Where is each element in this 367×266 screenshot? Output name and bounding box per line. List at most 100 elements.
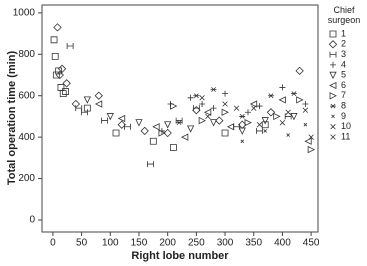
point: [170, 102, 178, 110]
x-tick-label: 50: [76, 238, 88, 249]
x-tick-label: 150: [131, 238, 148, 249]
legend-label: 3: [341, 49, 346, 59]
point: [285, 109, 291, 115]
y-axis-title: Total operation time (min): [6, 51, 18, 186]
point: [106, 113, 114, 121]
point: [215, 116, 224, 125]
x-tick-label: 350: [245, 238, 262, 249]
point: [180, 133, 189, 141]
legend-label: 8: [341, 100, 346, 110]
x-tick-label: 100: [102, 238, 119, 249]
legend-label: 10: [341, 121, 351, 131]
legend-marker: [328, 40, 338, 49]
point: [57, 64, 67, 73]
point: [164, 121, 172, 129]
y-tick-label: 800: [18, 49, 35, 60]
point: [53, 23, 62, 32]
y-tick-label: 1000: [13, 8, 36, 19]
point: [147, 161, 154, 168]
point: [50, 36, 58, 44]
point: [261, 121, 269, 129]
point: [192, 106, 201, 115]
point: [59, 90, 67, 98]
legend-marker: [330, 134, 336, 140]
point: [286, 133, 290, 137]
point: [198, 116, 206, 125]
point: [117, 114, 126, 123]
point: [117, 120, 126, 129]
point: [256, 103, 263, 110]
point: [221, 129, 229, 137]
legend-marker: [331, 114, 335, 119]
x-tick-label: 200: [159, 238, 176, 249]
legend-marker: [330, 61, 336, 68]
x-tick-label: 300: [217, 238, 234, 249]
point: [81, 109, 88, 116]
point: [51, 52, 59, 60]
x-axis-title: Right lobe number: [131, 250, 229, 262]
point: [238, 127, 246, 135]
point: [222, 101, 228, 107]
y-tick-label: 400: [18, 132, 35, 143]
point: [205, 113, 211, 120]
point: [210, 105, 217, 112]
point: [308, 134, 314, 140]
point: [303, 122, 308, 127]
x-tick-label: 0: [50, 238, 56, 249]
legend-label: 11: [341, 131, 350, 141]
y-tick-label: 600: [18, 90, 35, 101]
point: [302, 101, 309, 108]
x-tick-label: 400: [274, 238, 291, 249]
point: [186, 125, 195, 133]
legend-label: 5: [341, 70, 346, 80]
legend-label: 7: [341, 90, 346, 100]
legend-title: Chief surgeon: [327, 5, 361, 25]
y-tick-label: 0: [29, 215, 35, 226]
x-tick-label: 450: [303, 238, 320, 249]
point: [135, 119, 143, 127]
point: [163, 128, 172, 138]
point: [256, 127, 263, 134]
legend-marker: [329, 92, 337, 100]
legend-marker: [329, 71, 337, 80]
point: [158, 129, 166, 137]
point: [57, 84, 65, 91]
point: [75, 105, 83, 112]
point: [83, 104, 91, 112]
point: [176, 120, 183, 126]
point: [226, 123, 235, 131]
point: [199, 95, 205, 101]
point: [307, 145, 316, 154]
point: [140, 126, 149, 136]
point: [149, 137, 157, 145]
point: [290, 113, 298, 121]
point: [94, 91, 103, 100]
point: [256, 122, 263, 128]
point: [94, 100, 103, 108]
point: [222, 90, 229, 97]
legend-label: 2: [341, 39, 346, 49]
point: [83, 96, 91, 104]
point: [279, 119, 286, 126]
legend-marker: [329, 51, 337, 58]
point: [170, 144, 177, 151]
point: [261, 117, 269, 125]
point: [278, 96, 286, 104]
x-tick-label: 250: [188, 238, 205, 249]
point: [101, 117, 108, 124]
point: [240, 139, 245, 144]
point: [267, 93, 274, 99]
point: [210, 87, 217, 92]
point: [192, 105, 200, 112]
point: [199, 101, 206, 108]
point: [124, 123, 131, 130]
point: [244, 118, 252, 127]
point: [193, 93, 200, 99]
point: [66, 43, 74, 50]
point: [187, 94, 194, 101]
point: [209, 119, 218, 127]
point: [239, 114, 246, 119]
point: [273, 112, 281, 121]
